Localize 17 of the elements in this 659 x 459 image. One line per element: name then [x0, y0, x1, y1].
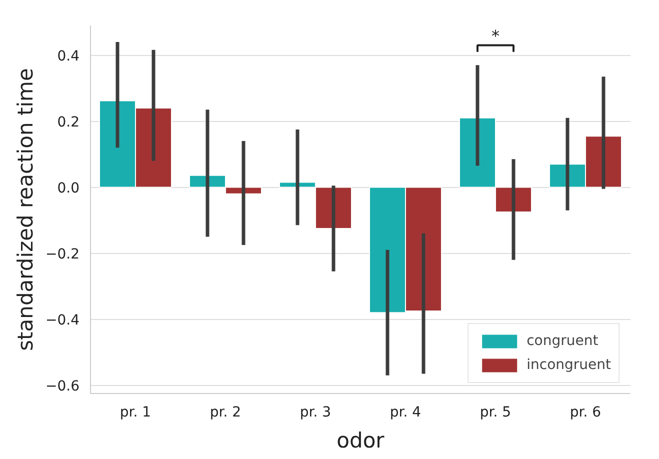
y-tick-label: 0.4 — [57, 48, 80, 65]
x-axis-title: odor — [336, 428, 385, 452]
y-tick-label: −0.2 — [46, 246, 80, 263]
x-tick-label: pr. 5 — [480, 404, 512, 420]
y-tick-label: 0.0 — [57, 180, 80, 197]
y-axis-title: standardized reaction time — [14, 68, 38, 351]
x-tick-label: pr. 3 — [300, 404, 332, 420]
y-tick-label: −0.4 — [46, 312, 80, 329]
x-tick-label: pr. 2 — [210, 404, 242, 420]
x-tick-label: pr. 6 — [570, 404, 602, 420]
legend-label: congruent — [526, 333, 598, 349]
x-tick-label: pr. 1 — [120, 404, 152, 420]
y-tick-label: 0.2 — [57, 114, 80, 131]
annotation: * — [492, 26, 500, 46]
legend-label: incongruent — [526, 357, 611, 373]
x-tick-label: pr. 4 — [390, 404, 422, 420]
y-tick-label: −0.6 — [46, 378, 80, 395]
